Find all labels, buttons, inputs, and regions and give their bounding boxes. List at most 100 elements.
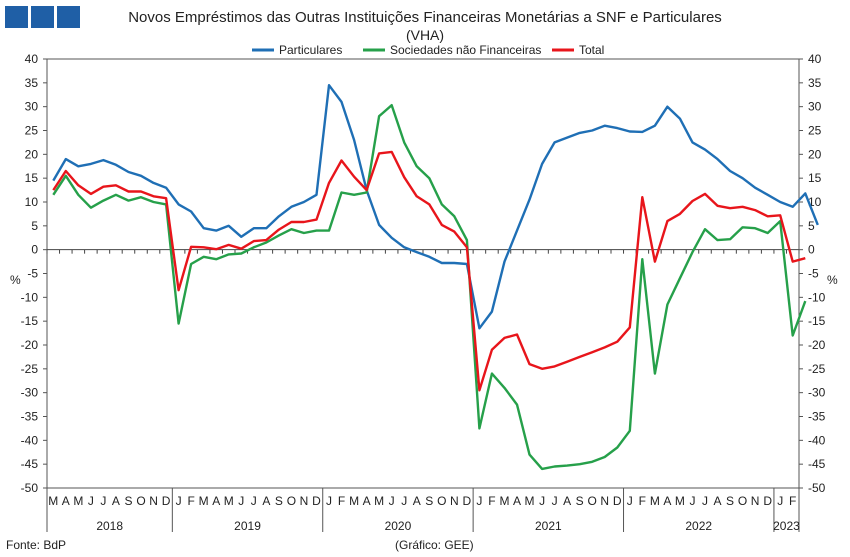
month-label: S bbox=[124, 494, 132, 508]
chart-subtitle: (VHA) bbox=[405, 27, 445, 43]
month-label: S bbox=[275, 494, 283, 508]
y-tick-label-left: 15 bbox=[25, 171, 39, 185]
y-tick-label-left: 5 bbox=[31, 219, 38, 233]
y-axis-unit-left: % bbox=[10, 273, 21, 287]
y-tick-label-right: 20 bbox=[808, 147, 822, 161]
y-tick-label-right: 0 bbox=[808, 243, 815, 257]
month-label: A bbox=[62, 494, 70, 508]
month-label: M bbox=[224, 494, 234, 508]
month-label: J bbox=[552, 494, 558, 508]
y-tick-label-left: -20 bbox=[21, 338, 39, 352]
month-label: D bbox=[312, 494, 321, 508]
month-label: M bbox=[675, 494, 685, 508]
month-label: A bbox=[363, 494, 371, 508]
month-label: J bbox=[176, 494, 182, 508]
month-label: O bbox=[136, 494, 145, 508]
y-tick-label-right: -15 bbox=[808, 314, 826, 328]
source-note: Fonte: BdP bbox=[6, 538, 67, 552]
month-label: M bbox=[349, 494, 359, 508]
y-tick-label-left: 20 bbox=[25, 147, 39, 161]
y-tick-label-right: -40 bbox=[808, 433, 826, 447]
month-label: J bbox=[100, 494, 106, 508]
year-label: 2023 bbox=[773, 519, 800, 533]
month-label: J bbox=[539, 494, 545, 508]
y-tick-label-left: -10 bbox=[21, 290, 39, 304]
y-tick-label-left: 30 bbox=[25, 100, 39, 114]
month-label: J bbox=[627, 494, 633, 508]
y-tick-label-right: 5 bbox=[808, 219, 815, 233]
month-label: S bbox=[576, 494, 584, 508]
series-line-3 bbox=[52, 150, 806, 392]
month-label: A bbox=[663, 494, 671, 508]
month-label: O bbox=[738, 494, 747, 508]
series-line-2 bbox=[52, 103, 807, 471]
month-label: D bbox=[613, 494, 622, 508]
month-label: F bbox=[639, 494, 646, 508]
month-label: J bbox=[88, 494, 94, 508]
month-label: M bbox=[525, 494, 535, 508]
month-label: N bbox=[600, 494, 609, 508]
y-tick-label-right: -35 bbox=[808, 410, 826, 424]
month-label: A bbox=[112, 494, 120, 508]
y-tick-label-left: -35 bbox=[21, 410, 39, 424]
month-label: A bbox=[513, 494, 521, 508]
month-label: M bbox=[650, 494, 660, 508]
month-label: F bbox=[488, 494, 495, 508]
month-label: N bbox=[149, 494, 158, 508]
month-label: N bbox=[300, 494, 309, 508]
series-line-1 bbox=[52, 83, 819, 330]
month-label: M bbox=[48, 494, 58, 508]
y-tick-label-left: -5 bbox=[27, 267, 38, 281]
month-label: M bbox=[499, 494, 509, 508]
month-label: J bbox=[401, 494, 407, 508]
month-label: J bbox=[777, 494, 783, 508]
y-tick-label-right: 40 bbox=[808, 52, 822, 66]
y-tick-label-right: -20 bbox=[808, 338, 826, 352]
month-label: S bbox=[726, 494, 734, 508]
month-label: J bbox=[238, 494, 244, 508]
month-label: J bbox=[702, 494, 708, 508]
logo bbox=[5, 6, 80, 28]
month-label: D bbox=[463, 494, 472, 508]
month-label: F bbox=[187, 494, 194, 508]
month-label: N bbox=[450, 494, 459, 508]
month-label: J bbox=[476, 494, 482, 508]
month-label: F bbox=[338, 494, 345, 508]
y-axis-unit-right: % bbox=[827, 273, 838, 287]
y-tick-label-left: -50 bbox=[21, 481, 39, 495]
year-label: 2021 bbox=[535, 519, 562, 533]
month-label: A bbox=[413, 494, 421, 508]
legend-label: Sociedades não Financeiras bbox=[390, 43, 541, 57]
month-label: J bbox=[689, 494, 695, 508]
month-label: N bbox=[751, 494, 760, 508]
month-label: O bbox=[588, 494, 597, 508]
month-label: D bbox=[763, 494, 772, 508]
y-tick-label-left: -15 bbox=[21, 314, 39, 328]
y-tick-label-right: 15 bbox=[808, 171, 822, 185]
y-tick-label-right: -10 bbox=[808, 290, 826, 304]
y-tick-label-right: -5 bbox=[808, 267, 819, 281]
month-label: M bbox=[199, 494, 209, 508]
y-tick-label-right: -45 bbox=[808, 457, 826, 471]
logo-square-2 bbox=[31, 6, 54, 28]
month-label: D bbox=[162, 494, 171, 508]
month-label: J bbox=[251, 494, 257, 508]
y-tick-label-left: -30 bbox=[21, 386, 39, 400]
month-label: M bbox=[374, 494, 384, 508]
legend-label: Particulares bbox=[279, 43, 342, 57]
y-tick-label-left: -45 bbox=[21, 457, 39, 471]
month-label: J bbox=[326, 494, 332, 508]
chart-credit: (Gráfico: GEE) bbox=[395, 538, 474, 552]
y-tick-label-left: 10 bbox=[25, 195, 39, 209]
month-label: A bbox=[563, 494, 571, 508]
y-tick-label-left: 0 bbox=[31, 243, 38, 257]
y-tick-label-right: 30 bbox=[808, 100, 822, 114]
year-label: 2019 bbox=[234, 519, 261, 533]
month-label: S bbox=[425, 494, 433, 508]
legend-label: Total bbox=[579, 43, 604, 57]
month-label: A bbox=[212, 494, 220, 508]
month-label: A bbox=[262, 494, 270, 508]
month-label: F bbox=[789, 494, 796, 508]
logo-square-3 bbox=[57, 6, 80, 28]
